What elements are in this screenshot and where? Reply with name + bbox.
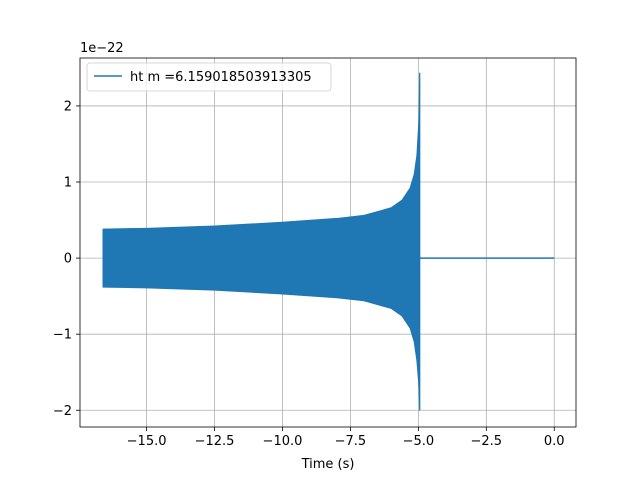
x-axis-label: Time (s)	[301, 457, 355, 472]
x-tick-label: −5.0	[403, 434, 435, 449]
legend-label: ht m =6.159018503913305	[130, 70, 312, 85]
series-waveform-band	[102, 72, 421, 411]
x-axis-ticks: −15.0 −12.5 −10.0 −7.5 −5.0 −2.5 0.0	[127, 427, 565, 449]
legend: ht m =6.159018503913305	[86, 62, 332, 92]
y-axis-ticks: −2 −1 0 1 2	[53, 99, 80, 419]
x-tick-label: −7.5	[335, 434, 367, 449]
x-tick-label: 0.0	[544, 434, 565, 449]
y-offset-label: 1e−22	[80, 41, 124, 56]
x-tick-label: −12.5	[195, 434, 235, 449]
y-tick-label: 1	[64, 176, 72, 191]
y-tick-label: −1	[53, 328, 72, 343]
plot-frame	[79, 57, 577, 428]
x-tick-label: −2.5	[471, 434, 503, 449]
legend-box	[86, 62, 332, 92]
y-tick-label: 0	[64, 252, 72, 267]
y-tick-label: −2	[53, 404, 72, 419]
y-tick-label: 2	[64, 99, 72, 114]
series-layer	[102, 72, 555, 411]
x-tick-label: −15.0	[127, 434, 167, 449]
x-tick-label: −10.0	[263, 434, 303, 449]
